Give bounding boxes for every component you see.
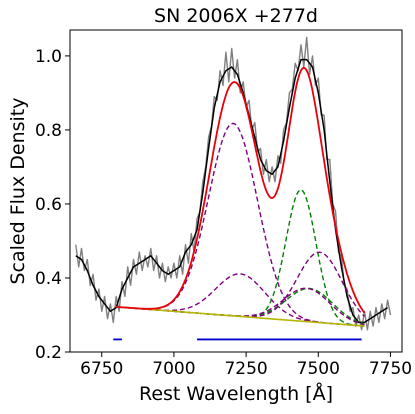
continuum-line xyxy=(116,306,365,327)
y-axis-label: Scaled Flux Density xyxy=(7,98,29,285)
gaussian-component-3 xyxy=(116,189,365,327)
chart-title: SN 2006X +277d xyxy=(154,5,318,27)
plot-frame xyxy=(69,29,403,353)
x-tick-label-6750: 6750 xyxy=(80,359,123,379)
y-axis: 0.2 0.4 0.6 0.8 1.0 xyxy=(35,47,70,363)
x-tick-label-7750: 7750 xyxy=(369,359,412,379)
x-tick-label-7000: 7000 xyxy=(152,359,195,379)
y-tick-label-3: 0.8 xyxy=(35,121,62,141)
x-tick-label-7250: 7250 xyxy=(224,359,267,379)
y-tick-label-1: 0.4 xyxy=(35,269,62,289)
plot-area xyxy=(75,36,392,341)
gaussian-component-2 xyxy=(116,273,365,327)
x-tick-label-7500: 7500 xyxy=(297,359,340,379)
y-tick-label-4: 1.0 xyxy=(35,47,62,67)
model-fit-line xyxy=(116,66,366,314)
x-axis: 6750 7000 7250 7500 7750 xyxy=(80,352,412,379)
y-tick-label-0: 0.2 xyxy=(35,343,62,363)
gaussian-component-5 xyxy=(116,251,365,318)
x-axis-label: Rest Wavelength [Å] xyxy=(139,382,333,405)
y-tick-label-2: 0.6 xyxy=(35,195,62,215)
